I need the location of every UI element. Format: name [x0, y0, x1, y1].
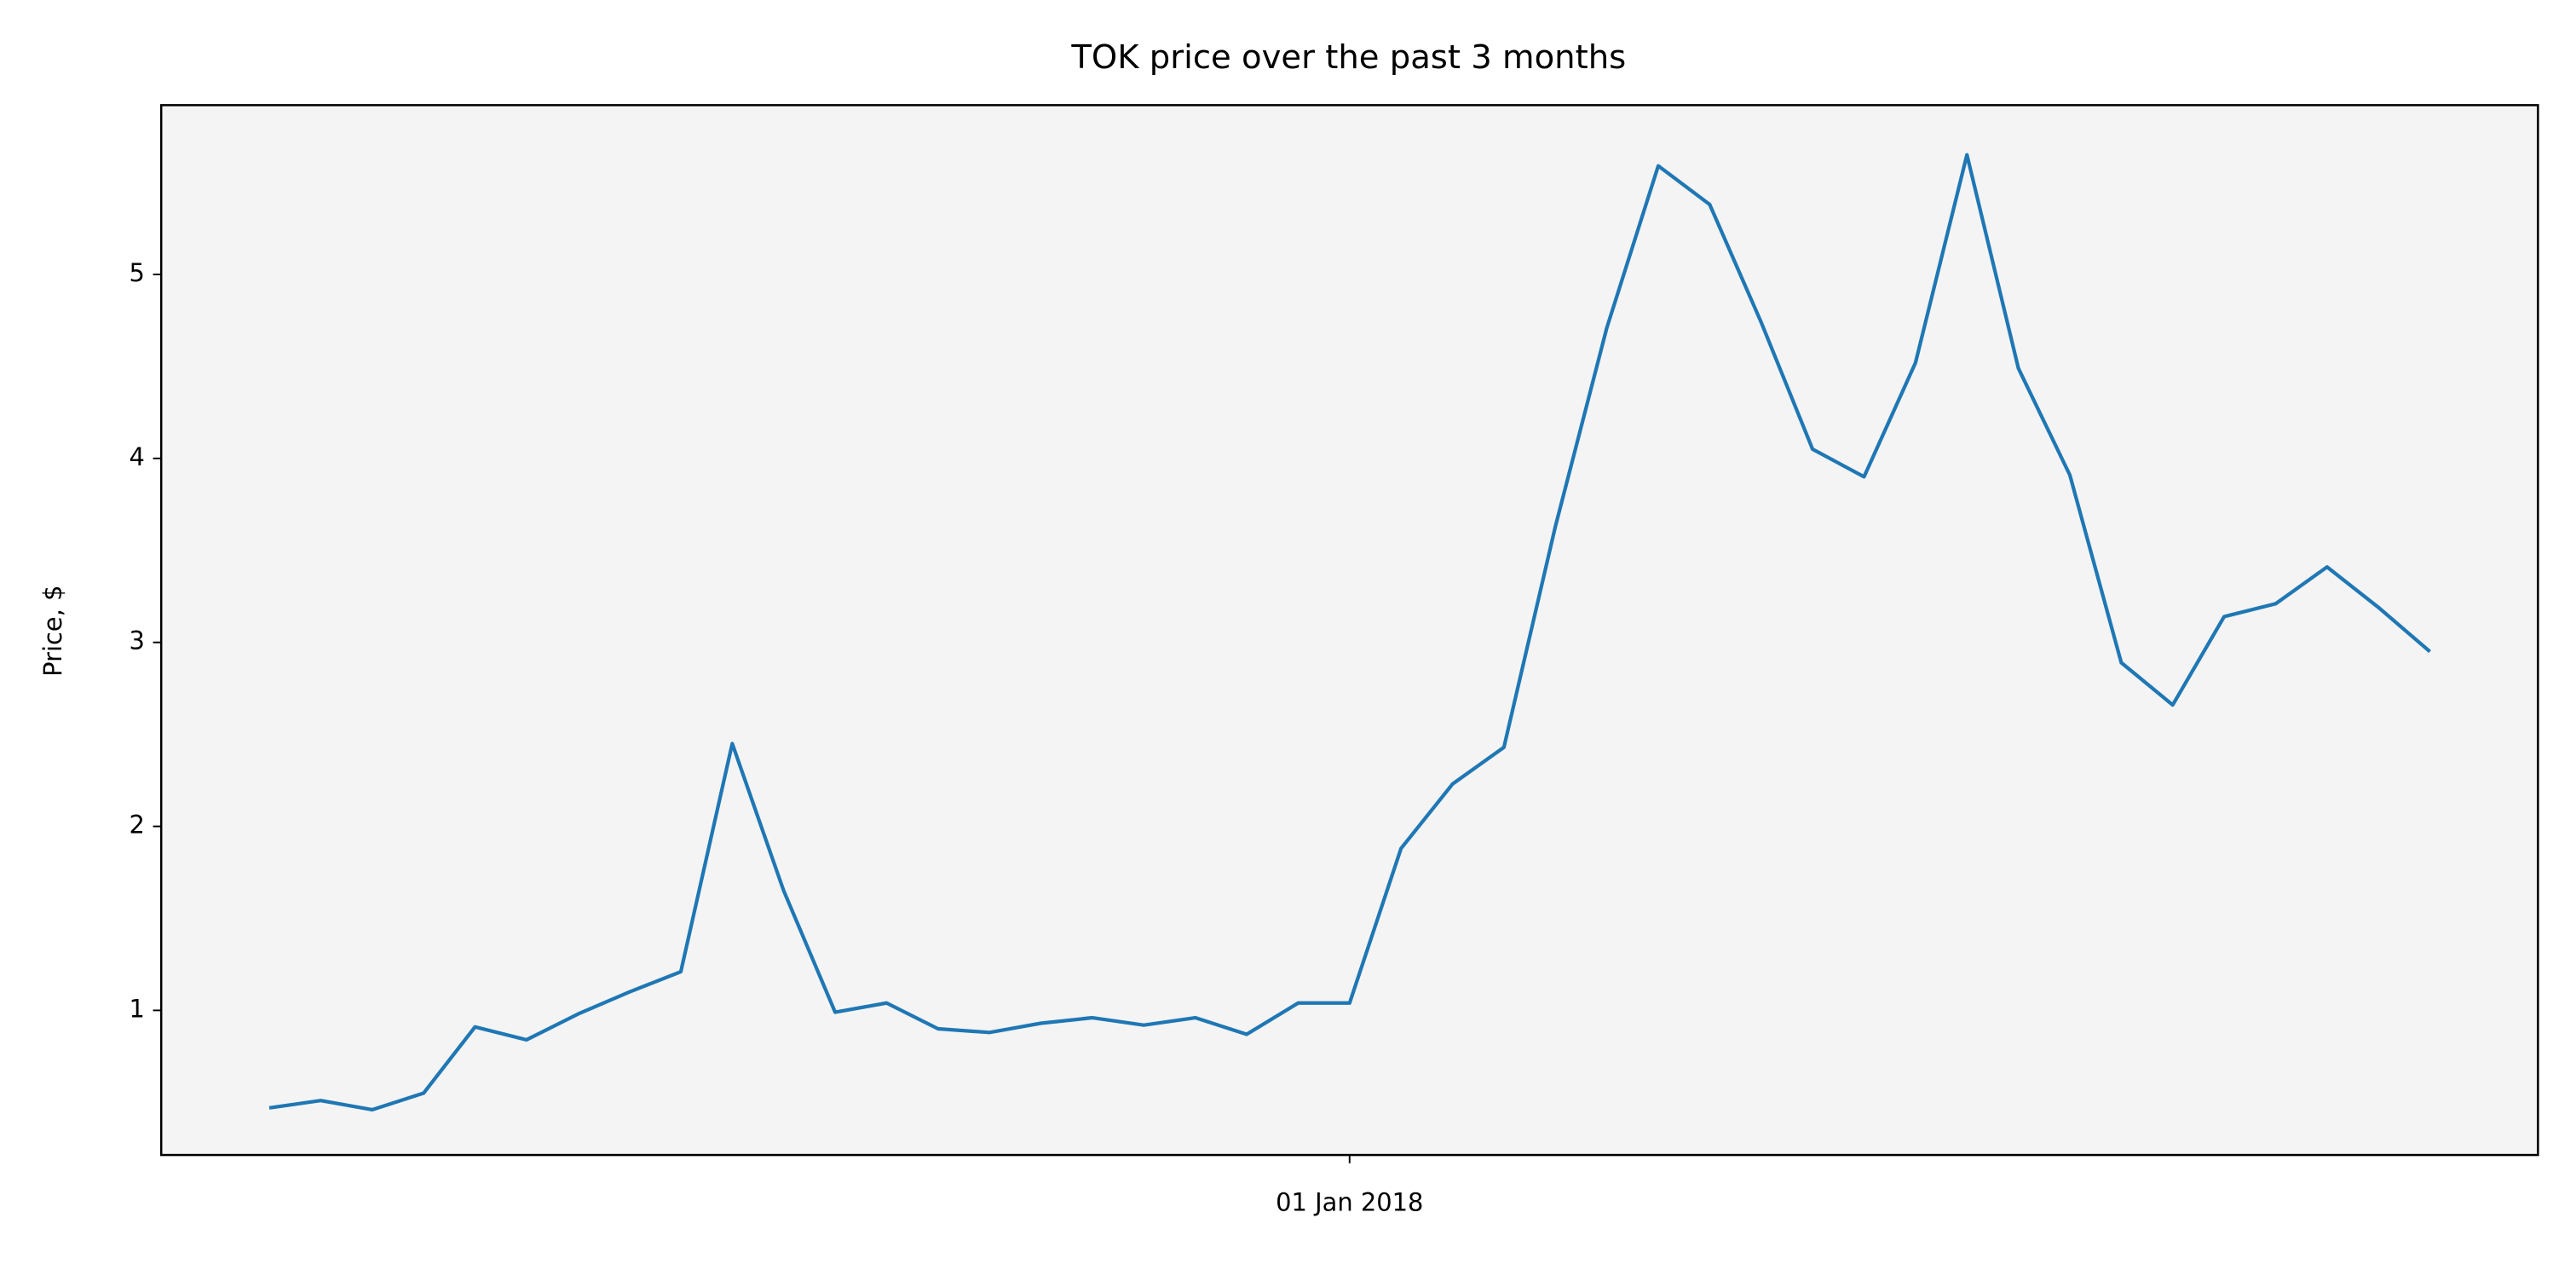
price-line — [268, 153, 2431, 1112]
y-tick-label: 4 — [130, 442, 145, 471]
y-axis-label: Price, $ — [38, 586, 67, 677]
y-tick-label: 3 — [130, 626, 145, 655]
y-tick-label: 2 — [130, 811, 145, 840]
y-tick-label: 1 — [130, 994, 145, 1023]
y-tick-label: 5 — [130, 258, 145, 287]
plot-frame — [159, 104, 2539, 1157]
x-tick-label: 01 Jan 2018 — [1276, 1188, 1423, 1217]
chart-title: TOK price over the past 3 months — [1070, 38, 1626, 77]
plot-area — [161, 105, 2539, 1156]
